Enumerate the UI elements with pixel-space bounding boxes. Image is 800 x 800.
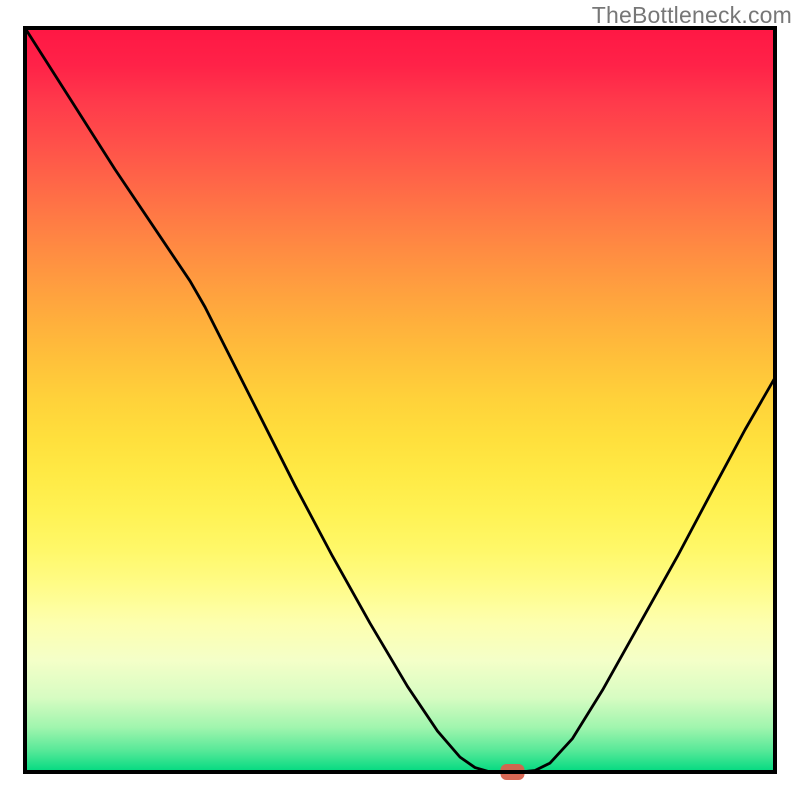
plot-area: [25, 28, 775, 780]
gradient-background: [25, 28, 775, 772]
bottleneck-chart: [0, 0, 800, 800]
watermark-text: TheBottleneck.com: [592, 2, 792, 29]
chart-container: { "watermark": { "text": "TheBottleneck.…: [0, 0, 800, 800]
